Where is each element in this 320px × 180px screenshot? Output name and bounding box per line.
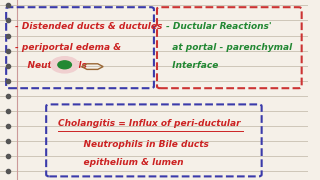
Circle shape bbox=[58, 61, 71, 69]
Text: Cholangitis = Influx of peri-ductular: Cholangitis = Influx of peri-ductular bbox=[59, 119, 241, 128]
Text: - periportal edema &: - periportal edema & bbox=[15, 43, 122, 52]
Text: epithelium & lumen: epithelium & lumen bbox=[71, 158, 183, 167]
Text: Interface: Interface bbox=[166, 61, 219, 70]
Text: Neutrophils: Neutrophils bbox=[15, 61, 87, 70]
Text: at portal - parenchymal: at portal - parenchymal bbox=[166, 43, 292, 52]
Text: - Ductular Reactions': - Ductular Reactions' bbox=[166, 22, 272, 31]
Circle shape bbox=[51, 57, 78, 73]
Text: Neutrophils in Bile ducts: Neutrophils in Bile ducts bbox=[71, 140, 209, 149]
Text: - Distended ducts & ductules: - Distended ducts & ductules bbox=[15, 22, 163, 31]
